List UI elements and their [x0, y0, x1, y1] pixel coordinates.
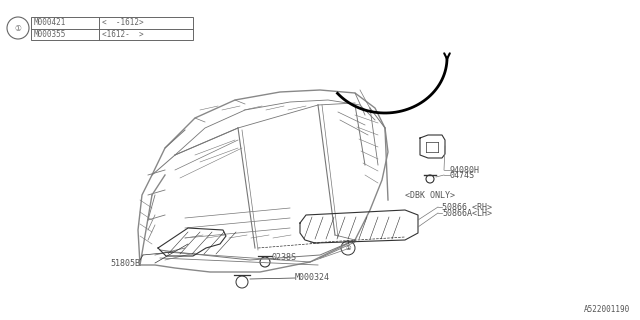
Text: M000324: M000324	[295, 274, 330, 283]
Text: A522001190: A522001190	[584, 305, 630, 314]
Text: <1612-  >: <1612- >	[102, 29, 143, 38]
Text: M000421: M000421	[34, 18, 67, 27]
Bar	[31, 17, 193, 40]
Text: <  -1612>: < -1612>	[102, 18, 143, 27]
Text: ①: ①	[345, 245, 351, 251]
Text: 0474S: 0474S	[450, 171, 475, 180]
Text: 51805B: 51805B	[110, 259, 140, 268]
Text: 0238S: 0238S	[272, 253, 297, 262]
Text: ①: ①	[15, 23, 21, 33]
Text: <DBK ONLY>: <DBK ONLY>	[405, 190, 455, 199]
Text: M000355: M000355	[34, 29, 67, 38]
Text: 94080H: 94080H	[450, 165, 480, 174]
Text: 50866A<LH>: 50866A<LH>	[442, 209, 492, 218]
Text: 50866 <RH>: 50866 <RH>	[442, 203, 492, 212]
